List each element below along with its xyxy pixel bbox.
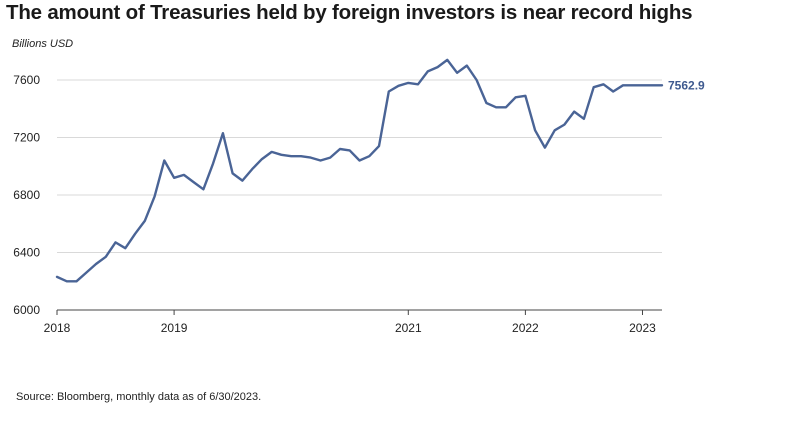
x-tick-label: 2018 bbox=[44, 321, 71, 335]
x-tick-label: 2022 bbox=[512, 321, 539, 335]
source-note: Source: Bloomberg, monthly data as of 6/… bbox=[16, 391, 262, 403]
x-tick-label: 2021 bbox=[395, 321, 422, 335]
grid-lines bbox=[57, 79, 662, 253]
chart-title: The amount of Treasuries held by foreign… bbox=[6, 1, 693, 24]
y-tick-label: 6800 bbox=[13, 188, 40, 202]
y-tick-label: 6400 bbox=[13, 246, 40, 260]
series-line bbox=[55, 58, 664, 283]
y-axis-unit-label: Billions USD bbox=[12, 38, 74, 50]
end-value-label: 7562.9 bbox=[668, 78, 705, 92]
x-tick-label: 2023 bbox=[629, 321, 656, 335]
y-tick-label: 6000 bbox=[13, 303, 40, 317]
x-tick-label: 2019 bbox=[161, 321, 188, 335]
y-tick-label: 7200 bbox=[13, 131, 40, 145]
y-axis-ticks: 6000 6400 6800 7200 7600 bbox=[13, 73, 40, 317]
y-tick-label: 7600 bbox=[13, 73, 40, 87]
x-axis-ticks: 2018 2019 2021 2022 2023 bbox=[44, 310, 656, 335]
